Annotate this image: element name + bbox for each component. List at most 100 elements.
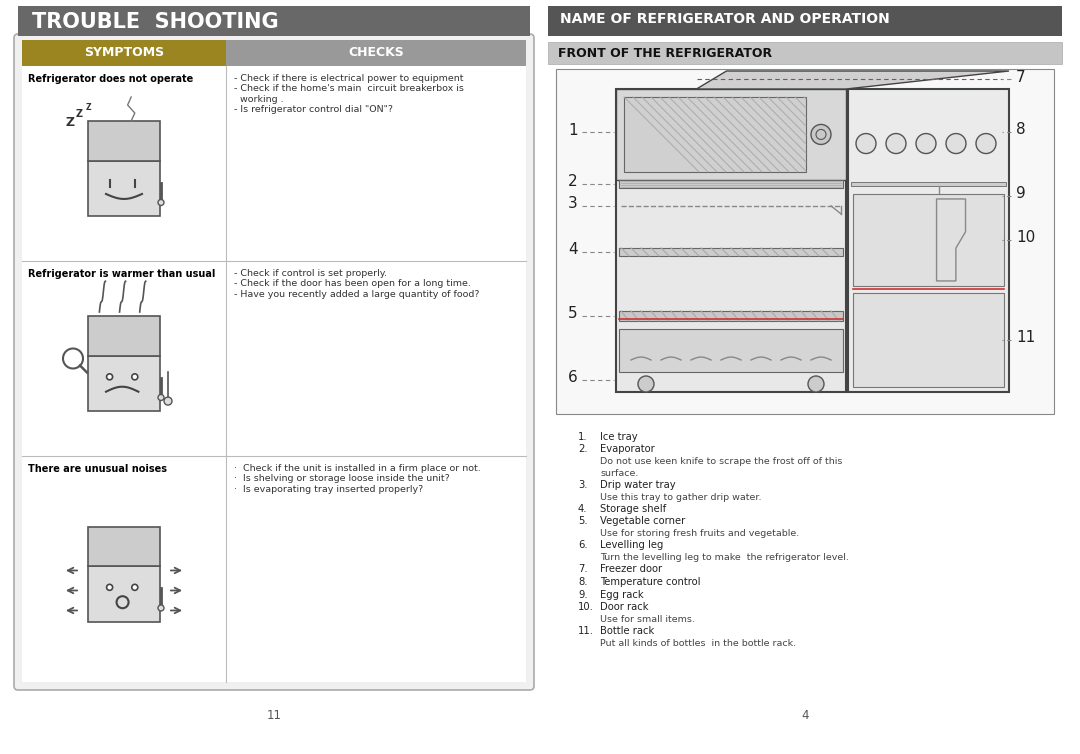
Bar (87, 566, 160, 621)
Bar (87, 316, 160, 356)
Bar (87, 161, 160, 216)
Bar (851, 182, 1005, 186)
Circle shape (158, 605, 164, 611)
Bar (616, 89, 846, 392)
Text: - Check if there is electrical power to equipment
- Check if the home's main  ci: - Check if there is electrical power to … (234, 74, 464, 114)
Circle shape (638, 376, 654, 392)
Bar (624, 97, 806, 172)
Text: TROUBLE  SHOOTING: TROUBLE SHOOTING (32, 12, 279, 32)
Text: Turn the levelling leg to make  the refrigerator level.: Turn the levelling leg to make the refri… (600, 553, 849, 562)
Circle shape (158, 394, 164, 400)
Circle shape (916, 133, 936, 154)
Text: 2: 2 (568, 174, 578, 189)
Bar (87, 356, 160, 411)
Text: 4: 4 (801, 709, 809, 722)
Text: Egg rack: Egg rack (600, 590, 644, 599)
Circle shape (132, 374, 138, 380)
Circle shape (886, 133, 906, 154)
Bar (18, 6, 530, 36)
FancyBboxPatch shape (14, 34, 534, 690)
Text: Bottle rack: Bottle rack (600, 626, 654, 636)
Text: 11: 11 (267, 709, 282, 722)
Bar (853, 293, 1004, 387)
Text: Ice tray: Ice tray (600, 432, 637, 442)
Text: 9.: 9. (578, 590, 588, 599)
Polygon shape (697, 71, 1009, 89)
Text: 4: 4 (568, 242, 578, 257)
Bar (619, 329, 843, 372)
Text: 5.: 5. (578, 516, 588, 526)
Circle shape (132, 584, 138, 590)
Text: Use this tray to gather drip water.: Use this tray to gather drip water. (600, 492, 761, 501)
Text: 1.: 1. (578, 432, 588, 442)
Text: Temperature control: Temperature control (600, 577, 701, 587)
Circle shape (811, 124, 831, 145)
Bar (22, 456, 526, 682)
Bar (22, 40, 226, 66)
Text: Refrigerator is warmer than usual: Refrigerator is warmer than usual (28, 269, 215, 279)
Text: NAME OF REFRIGERATOR AND OPERATION: NAME OF REFRIGERATOR AND OPERATION (561, 12, 890, 26)
Bar (87, 121, 160, 161)
Text: 3.: 3. (578, 480, 588, 490)
Text: 8.: 8. (578, 577, 588, 587)
Text: 9: 9 (1016, 186, 1026, 201)
Text: Storage shelf: Storage shelf (600, 504, 666, 514)
Text: 3: 3 (568, 196, 578, 211)
Circle shape (808, 376, 824, 392)
Circle shape (158, 200, 164, 206)
Bar (853, 194, 1004, 286)
Text: Evaporator: Evaporator (600, 445, 654, 455)
Text: Levelling leg: Levelling leg (600, 541, 663, 550)
Text: Refrigerator does not operate: Refrigerator does not operate (28, 74, 193, 84)
Text: 6.: 6. (578, 541, 588, 550)
Text: 7.: 7. (578, 565, 588, 575)
Bar (848, 89, 1009, 392)
Bar (548, 42, 1062, 64)
Bar (619, 248, 843, 256)
Text: Door rack: Door rack (600, 602, 648, 612)
Text: Use for small items.: Use for small items. (600, 615, 694, 624)
Text: Vegetable corner: Vegetable corner (600, 516, 685, 526)
Text: Z: Z (66, 116, 76, 129)
Text: Put all kinds of bottles  in the bottle rack.: Put all kinds of bottles in the bottle r… (600, 639, 796, 648)
Circle shape (856, 133, 876, 154)
Bar (22, 66, 526, 261)
Text: 2.: 2. (578, 445, 588, 455)
Bar (556, 69, 1054, 414)
Text: surface.: surface. (600, 468, 638, 477)
Bar (548, 6, 1062, 36)
Text: 11.: 11. (578, 626, 594, 636)
Text: Z: Z (76, 109, 83, 119)
Text: SYMPTOMS: SYMPTOMS (84, 47, 164, 60)
Text: - Check if control is set properly.
- Check if the door has been open for a long: - Check if control is set properly. - Ch… (234, 269, 480, 299)
Bar (87, 526, 160, 566)
Text: Do not use keen knife to scrape the frost off of this: Do not use keen knife to scrape the fros… (600, 457, 842, 466)
Circle shape (946, 133, 966, 154)
Bar (226, 40, 526, 66)
Text: Drip water tray: Drip water tray (600, 480, 676, 490)
Text: 5: 5 (568, 306, 578, 321)
Text: 4.: 4. (578, 504, 588, 514)
Bar (619, 311, 843, 321)
Text: Use for storing fresh fruits and vegetable.: Use for storing fresh fruits and vegetab… (600, 529, 799, 538)
Text: FRONT OF THE REFRIGERATOR: FRONT OF THE REFRIGERATOR (558, 47, 772, 60)
Text: 8: 8 (1016, 122, 1026, 137)
Circle shape (107, 374, 112, 380)
Text: There are unusual noises: There are unusual noises (28, 464, 167, 474)
Bar (619, 180, 843, 188)
Circle shape (107, 584, 112, 590)
Bar (616, 89, 846, 180)
Text: Freezer door: Freezer door (600, 565, 662, 575)
Bar (22, 261, 526, 456)
Text: Z: Z (86, 103, 92, 112)
Text: 7: 7 (1016, 69, 1026, 84)
Circle shape (976, 133, 996, 154)
Text: ·  Check if the unit is installed in a firm place or not.
·  Is shelving or stor: · Check if the unit is installed in a fi… (234, 464, 481, 494)
Circle shape (164, 397, 172, 405)
Text: 11: 11 (1016, 330, 1036, 345)
Text: 6: 6 (568, 370, 578, 385)
Text: CHECKS: CHECKS (348, 47, 404, 60)
Text: 10: 10 (1016, 231, 1036, 246)
Text: 1: 1 (568, 123, 578, 138)
Text: 10.: 10. (578, 602, 594, 612)
